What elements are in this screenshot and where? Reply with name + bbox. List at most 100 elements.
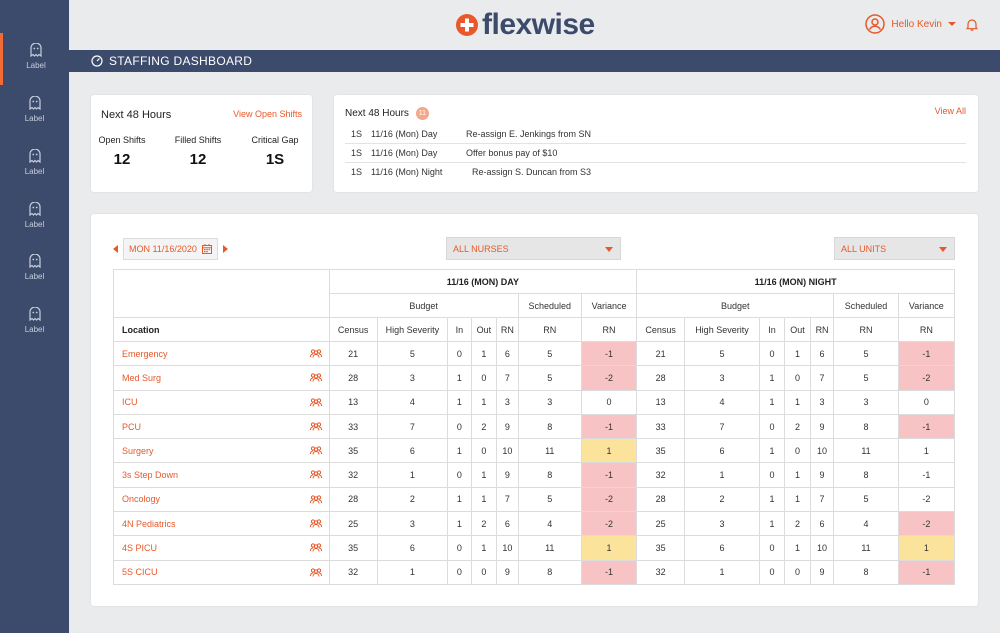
night-cell: 6	[809, 340, 835, 367]
location-link[interactable]: 3s Step Down	[113, 462, 330, 488]
bell-icon[interactable]	[966, 18, 978, 31]
table-row[interactable]: Oncology 28 2 1 1 7 5 -2 28 2 1 1 7 5 -2	[113, 486, 956, 513]
nurses-select[interactable]: ALL NURSES	[446, 237, 621, 260]
scheduled-rn-column-header: RN	[833, 317, 899, 342]
table-row[interactable]: Surgery 35 6 1 0 10 11 1 35 6 1 0 10 11 1	[113, 438, 956, 464]
day-cell: 33	[328, 413, 378, 440]
day-cell: 32	[328, 559, 378, 585]
day-cell: 2	[376, 486, 449, 513]
prev-day-arrow-icon[interactable]	[113, 245, 118, 253]
calendar-icon	[201, 244, 212, 254]
action-shift: 11/16 (Mon) Night	[371, 167, 443, 177]
table-row[interactable]: ICU 13 4 1 1 3 3 0 13 4 1 1 3 3 0	[113, 389, 956, 415]
location-link[interactable]: ICU	[113, 389, 330, 415]
sidebar-item-label: Label	[24, 114, 45, 123]
day-cell: 1	[580, 535, 638, 561]
sidebar-item-5[interactable]: Label	[0, 244, 69, 296]
actions-card: Next 48 Hours 11 View All 1S 11/16 (Mon)…	[334, 95, 978, 192]
night-cell: 1	[784, 462, 811, 488]
night-cell: 1	[897, 438, 956, 464]
day-cell: 5	[517, 340, 582, 367]
variance-rn-column-header: RN	[580, 317, 638, 342]
table-row[interactable]: 4S PICU 35 6 0 1 10 11 1 35 6 0 1 10 11 1	[113, 535, 956, 561]
action-text: Re-assign S. Duncan from S3	[472, 167, 592, 177]
location-link[interactable]: Surgery	[113, 438, 330, 464]
night-cell: 9	[809, 413, 835, 440]
night-cell: 0	[758, 559, 786, 585]
night-cell: 0	[758, 413, 786, 440]
sidebar-item-label: Label	[24, 272, 45, 281]
sidebar-item-3[interactable]: Label	[0, 139, 69, 191]
action-shift: 11/16 (Mon) Day	[371, 129, 438, 139]
variance-rn-column-header: RN	[897, 317, 956, 342]
night-cell: 0	[758, 340, 786, 367]
night-cell: 28	[636, 486, 686, 513]
page-title-bar: STAFFING DASHBOARD	[69, 50, 1000, 72]
action-row[interactable]: 1S 11/16 (Mon) Day Re-assign E. Jenkings…	[345, 125, 966, 144]
ghost-icon	[28, 307, 41, 321]
night-cell: 1	[758, 486, 786, 513]
location-link[interactable]: 4N Pediatrics	[113, 511, 330, 537]
out-column-header: Out	[784, 317, 811, 342]
night-cell: 0	[758, 535, 786, 561]
day-cell: 1	[580, 438, 638, 464]
night-cell: 4	[833, 511, 899, 537]
action-row[interactable]: 1S 11/16 (Mon) Day Offer bonus pay of $1…	[345, 144, 966, 163]
high-severity-column-header: High Severity	[684, 317, 760, 342]
sidebar-item-6[interactable]: Label	[0, 297, 69, 349]
user-menu[interactable]: Hello Kevin	[865, 14, 978, 34]
location-link[interactable]: PCU	[113, 413, 330, 440]
kpi-label: Open Shifts	[98, 135, 146, 145]
sidebar-item-1[interactable]: Label	[0, 33, 69, 85]
view-all-link[interactable]: View All	[934, 106, 966, 116]
location-column-header[interactable]: Location	[113, 317, 330, 342]
day-cell: 7	[496, 486, 519, 513]
units-select[interactable]: ALL UNITS	[834, 237, 955, 260]
location-link[interactable]: 4S PICU	[113, 535, 330, 561]
night-cell: 8	[833, 462, 899, 488]
sidebar-item-4[interactable]: Label	[0, 192, 69, 244]
day-cell: 28	[328, 486, 378, 513]
night-cell: 0	[784, 438, 811, 464]
dashboard-gauge-icon	[91, 55, 103, 67]
location-name: PCU	[122, 421, 142, 432]
table-row[interactable]: 4N Pediatrics 25 3 1 2 6 4 -2 25 3 1 2 6 4 -2	[113, 511, 956, 537]
night-cell: 2	[784, 413, 811, 440]
day-cell: 1	[470, 486, 498, 513]
table-row[interactable]: PCU 33 7 0 2 9 8 -1 33 7 0 2 9 8 -1	[113, 413, 956, 440]
location-link[interactable]: 5S CICU	[113, 559, 330, 585]
ghost-icon	[28, 149, 41, 163]
action-row[interactable]: 1S 11/16 (Mon) Night Re-assign S. Duncan…	[345, 163, 966, 182]
night-cell: 1	[784, 486, 811, 513]
plus-logo-icon	[456, 14, 478, 36]
scheduled-rn-column-header: RN	[517, 317, 582, 342]
sidebar-item-label: Label	[24, 220, 45, 229]
night-cell: 1	[684, 559, 760, 585]
brand-logo[interactable]: flexwise	[456, 8, 595, 42]
location-link[interactable]: Med Surg	[113, 365, 330, 391]
day-cell: 1	[447, 511, 472, 537]
table-row[interactable]: Emergency 21 5 0 1 6 5 -1 21 5 0 1 6 5 -1	[113, 340, 956, 367]
date-field[interactable]: MON 11/16/2020	[123, 238, 218, 260]
location-link[interactable]: Emergency	[113, 340, 330, 367]
nurses-select-value: ALL NURSES	[453, 243, 509, 254]
table-row[interactable]: 3s Step Down 32 1 0 1 9 8 -1 32 1 0 1 9 8 -1	[113, 462, 956, 488]
night-cell: 1	[897, 535, 956, 561]
day-cell: 11	[517, 535, 582, 561]
view-open-shifts-link[interactable]: View Open Shifts	[233, 109, 302, 119]
table-row[interactable]: Med Surg 28 3 1 0 7 5 -2 28 3 1 0 7 5 -2	[113, 365, 956, 391]
night-cell: -1	[897, 559, 956, 585]
location-name: 5S CICU	[122, 567, 158, 578]
location-link[interactable]: Oncology	[113, 486, 330, 513]
actions-count-badge: 11	[415, 107, 429, 120]
next-day-arrow-icon[interactable]	[222, 245, 228, 253]
day-cell: 0	[580, 389, 638, 415]
location-name: Med Surg	[122, 372, 162, 383]
night-cell: -1	[897, 340, 956, 367]
night-cell: 1	[784, 535, 811, 561]
table-body: Emergency 21 5 0 1 6 5 -1 21 5 0 1 6 5 -1 Med Surg 28 3 1 0…	[113, 340, 956, 585]
night-cell: 1	[758, 511, 786, 537]
sidebar-item-2[interactable]: Label	[0, 86, 69, 138]
scheduled-header: Scheduled	[517, 293, 582, 318]
table-row[interactable]: 5S CICU 32 1 0 0 9 8 -1 32 1 0 0 9 8 -1	[113, 559, 956, 585]
